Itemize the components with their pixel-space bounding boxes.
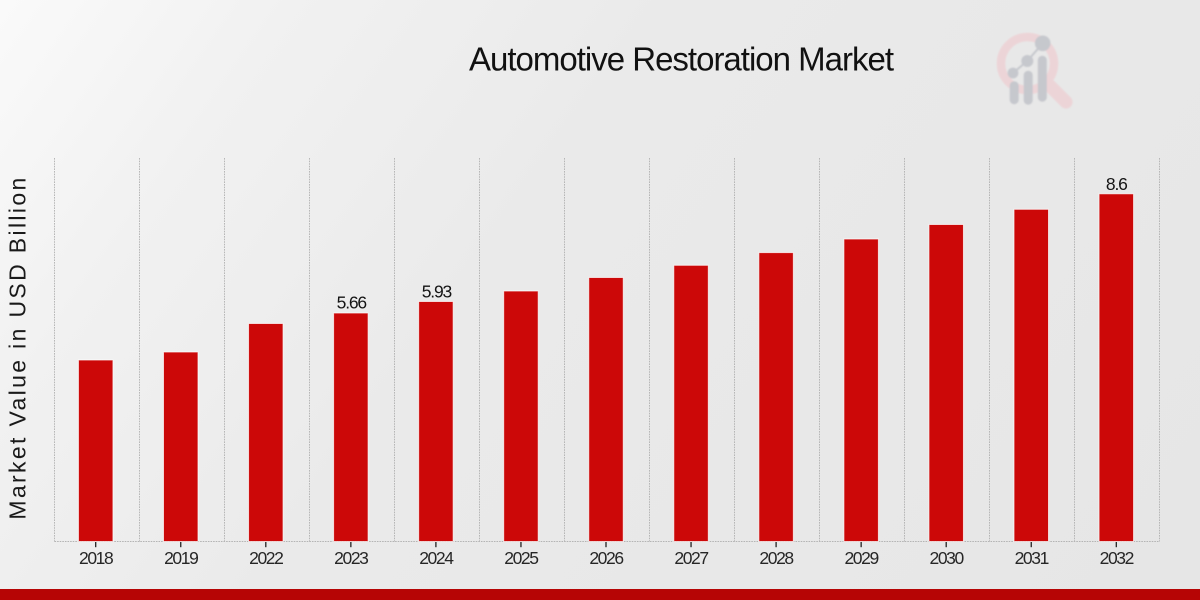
svg-text:2024: 2024: [419, 548, 454, 568]
svg-text:2027: 2027: [674, 548, 708, 568]
svg-text:2025: 2025: [504, 548, 538, 568]
svg-text:8.6: 8.6: [1106, 174, 1127, 194]
svg-text:2028: 2028: [759, 548, 793, 568]
svg-text:2023: 2023: [334, 548, 368, 568]
svg-text:5.66: 5.66: [337, 293, 367, 313]
svg-text:2026: 2026: [589, 548, 623, 568]
svg-text:2029: 2029: [844, 548, 878, 568]
svg-text:5.93: 5.93: [422, 282, 452, 302]
svg-text:Automotive Restoration Market: Automotive Restoration Market: [469, 40, 894, 77]
svg-text:2018: 2018: [79, 548, 113, 568]
svg-text:2022: 2022: [249, 548, 283, 568]
svg-text:2019: 2019: [164, 548, 198, 568]
svg-text:2031: 2031: [1015, 548, 1049, 568]
svg-text:2030: 2030: [930, 548, 965, 568]
svg-text:2032: 2032: [1100, 548, 1134, 568]
svg-text:Market Value in USD Billion: Market Value in USD Billion: [5, 175, 31, 519]
